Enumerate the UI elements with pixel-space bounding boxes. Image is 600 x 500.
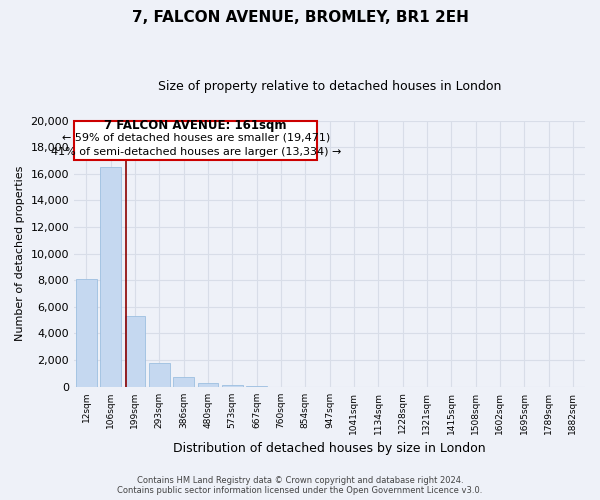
X-axis label: Distribution of detached houses by size in London: Distribution of detached houses by size … — [173, 442, 486, 455]
Text: 7 FALCON AVENUE: 161sqm: 7 FALCON AVENUE: 161sqm — [104, 120, 287, 132]
Title: Size of property relative to detached houses in London: Size of property relative to detached ho… — [158, 80, 501, 93]
Bar — [125, 316, 145, 386]
Text: 7, FALCON AVENUE, BROMLEY, BR1 2EH: 7, FALCON AVENUE, BROMLEY, BR1 2EH — [131, 10, 469, 25]
Bar — [222, 384, 242, 386]
Text: 41% of semi-detached houses are larger (13,334) →: 41% of semi-detached houses are larger (… — [50, 148, 341, 158]
Text: ← 59% of detached houses are smaller (19,471): ← 59% of detached houses are smaller (19… — [62, 133, 330, 143]
Y-axis label: Number of detached properties: Number of detached properties — [15, 166, 25, 342]
FancyBboxPatch shape — [74, 120, 317, 160]
Bar — [149, 364, 170, 386]
Text: Contains HM Land Registry data © Crown copyright and database right 2024.
Contai: Contains HM Land Registry data © Crown c… — [118, 476, 482, 495]
Bar — [173, 376, 194, 386]
Bar — [197, 384, 218, 386]
Bar — [76, 279, 97, 386]
Bar — [100, 167, 121, 386]
